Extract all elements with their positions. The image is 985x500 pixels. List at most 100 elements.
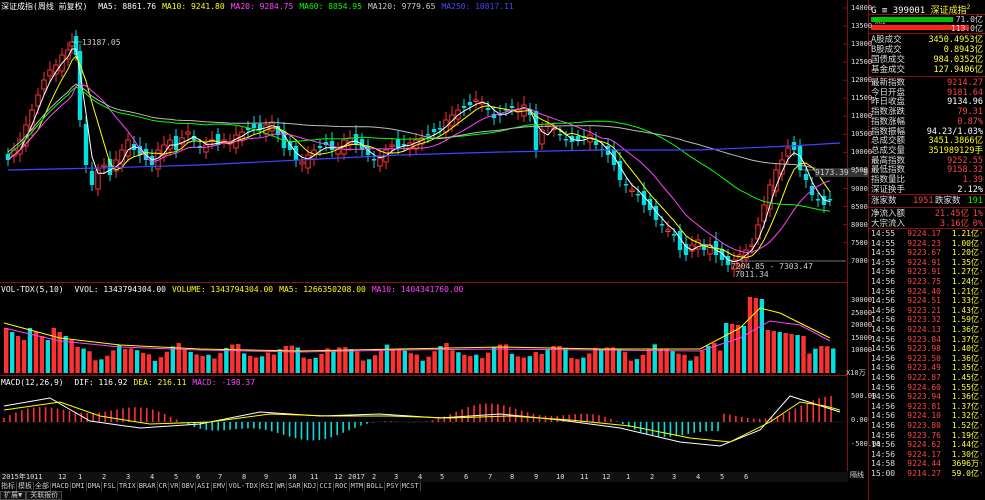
candle-body: [533, 111, 539, 150]
candle-body: [539, 129, 545, 145]
row-label: 指数量比: [871, 175, 906, 185]
tick-row[interactable]: 14:56 9224.51 1.33亿 ↑: [871, 296, 983, 306]
tick-time: 14:56: [871, 296, 896, 306]
indicator-value: MA120: 9779.65: [367, 2, 436, 11]
candle-body: [431, 129, 437, 132]
tick-row[interactable]: 14:55 9224.91 1.35亿 ↑: [871, 258, 983, 268]
ma10-line: [7, 55, 831, 259]
tick-price: 9224.17: [907, 229, 941, 238]
candle-body: [353, 134, 359, 145]
axis-tick-label: 13500: [851, 22, 873, 31]
stat-row: 最低指数 9158.32: [871, 165, 983, 175]
row-label: A股成交: [871, 35, 902, 45]
tick-row[interactable]: 14:56 9223.32 1.59亿 ↑: [871, 315, 983, 325]
tick-row[interactable]: 14:56 9224.40 1.21亿 ↑: [871, 287, 983, 297]
tick-arrow-icon: ↑: [979, 470, 983, 477]
volume-bar: [604, 347, 610, 373]
tick-row[interactable]: 14:56 9224.13 1.36亿 ↑: [871, 325, 983, 335]
indicator-tab[interactable]: EMV: [212, 482, 228, 491]
tick-row[interactable]: 14:56 9224.10 1.32亿 ↑: [871, 411, 983, 421]
axis-tick-label: 15000: [851, 333, 873, 342]
indicator-tab[interactable]: KDJ: [303, 482, 319, 491]
candle-body: [557, 134, 563, 136]
tick-row[interactable]: 14:55 9224.17 1.21亿 ↑: [871, 229, 983, 239]
candlestick-chart[interactable]: [0, 0, 848, 283]
indicator-tab[interactable]: BRAR: [138, 482, 158, 491]
indicator-tab[interactable]: SAR: [288, 482, 303, 491]
indicator-tab[interactable]: VR: [169, 482, 181, 491]
tick-time: 15:00: [871, 469, 896, 478]
volume-bar: [527, 356, 532, 373]
tick-arrow-icon: ↑: [979, 383, 983, 391]
indicator-tab[interactable]: DMA: [87, 482, 103, 491]
tick-row[interactable]: 14:56 9223.94 1.36亿 ↑: [871, 392, 983, 402]
indicator-tab[interactable]: 全部: [35, 482, 51, 491]
indicator-tab[interactable]: ROC: [334, 482, 350, 491]
tick-row[interactable]: 14:56 9223.84 1.37亿 ↑: [871, 335, 983, 345]
volume-bar: [735, 325, 741, 373]
indicator-tab[interactable]: MCST: [401, 482, 421, 491]
tick-row[interactable]: 14:56 9222.87 1.45亿 ↑: [871, 373, 983, 383]
indicator-tab[interactable]: CCI: [319, 482, 334, 491]
indicator-tab[interactable]: 模板: [18, 482, 34, 491]
tick-row[interactable]: 14:55 9223.67 1.20亿 ↑: [871, 248, 983, 258]
tick-row[interactable]: 14:58 9224.44 3696万 ↑: [871, 459, 983, 469]
bottom-tab[interactable]: 关联报价: [26, 491, 63, 500]
tick-row[interactable]: 14:56 9223.76 1.19亿 ↑: [871, 431, 983, 441]
indicator-tab[interactable]: CR: [158, 482, 169, 491]
date-tick-label: 2017: [348, 473, 365, 481]
indicator-tab[interactable]: RSI: [260, 482, 276, 491]
indicator-tab[interactable]: ASI: [197, 482, 212, 491]
tick-row[interactable]: 14:56 9224.60 1.55亿 ↑: [871, 383, 983, 393]
candle-body: [695, 239, 701, 250]
candle-body: [389, 144, 395, 147]
tick-row[interactable]: 14:56 9223.91 1.27亿 ↑: [871, 267, 983, 277]
indicator-tab[interactable]: BOLL: [366, 482, 386, 491]
tick-row[interactable]: 14:56 9223.80 1.52亿 ↑: [871, 421, 983, 431]
indicator-tab[interactable]: FSL: [103, 482, 118, 491]
tick-row[interactable]: 14:56 9223.75 1.24亿 ↑: [871, 277, 983, 287]
indicator-tab[interactable]: 指标: [1, 482, 17, 491]
tick-row[interactable]: 14:56 9224.17 1.30亿 ↑: [871, 450, 983, 460]
tick-row[interactable]: 14:56 9224.62 1.44亿 ↑: [871, 440, 983, 450]
vol-ma5-line: [3, 307, 831, 352]
axis-tick-label: 13000: [851, 40, 873, 49]
date-tick-label: 2: [650, 473, 655, 481]
indicator-tab[interactable]: TRIX: [118, 482, 138, 491]
tick-time: 14:58: [871, 459, 896, 469]
row-value: 3.16亿: [940, 218, 969, 229]
indicator-tab[interactable]: PSY: [386, 482, 401, 491]
tick-row[interactable]: 14:56 9223.81 1.37亿 ↑: [871, 402, 983, 412]
tick-row[interactable]: 14:55 9224.23 1.00亿 ↑: [871, 239, 983, 249]
indicator-tab[interactable]: DMI: [71, 482, 87, 491]
indicator-tab[interactable]: MTM: [350, 482, 366, 491]
candle-body: [69, 41, 75, 47]
bottom-tab[interactable]: 扩展▼: [0, 491, 27, 500]
tick-volume: 1.40亿: [951, 344, 979, 354]
tick-row[interactable]: 14:56 9223.49 1.35亿 ↑: [871, 363, 983, 373]
flow-row: 净流入额 21.45亿 1%: [871, 209, 983, 219]
tick-row[interactable]: 14:56 9223.98 1.40亿 ↑: [871, 344, 983, 354]
tick-arrow-icon: ↑: [979, 441, 983, 449]
candle-body: [323, 142, 329, 145]
indicator-tab[interactable]: MACD: [52, 482, 71, 491]
tick-row[interactable]: 15:00 9214.27 59.0亿 ↑: [871, 469, 983, 479]
candle-body: [173, 136, 179, 150]
indicator-tab[interactable]: VOL-TDX: [228, 482, 260, 491]
date-tick-label: 3: [126, 473, 131, 481]
candle-body: [491, 114, 497, 118]
tick-volume: 1.43亿: [951, 305, 979, 315]
indicator-tab[interactable]: WR: [276, 482, 287, 491]
volume-bar: [140, 352, 146, 373]
macd-chart[interactable]: [0, 376, 848, 471]
indicator-tab[interactable]: OBV: [181, 482, 197, 491]
tick-row[interactable]: 14:56 9223.50 1.36亿 ↑: [871, 354, 983, 364]
tick-row[interactable]: 14:56 9223.21 1.43亿 ↑: [871, 306, 983, 316]
volume-chart[interactable]: [0, 283, 848, 376]
volume-bar: [825, 346, 830, 373]
tick-arrow-icon: ↑: [979, 268, 983, 276]
volume-bar: [182, 349, 187, 373]
turnover-row: 国债成交 984.0352亿: [871, 55, 983, 65]
volume-bar: [676, 353, 681, 373]
date-tick-label: 5: [174, 473, 179, 481]
